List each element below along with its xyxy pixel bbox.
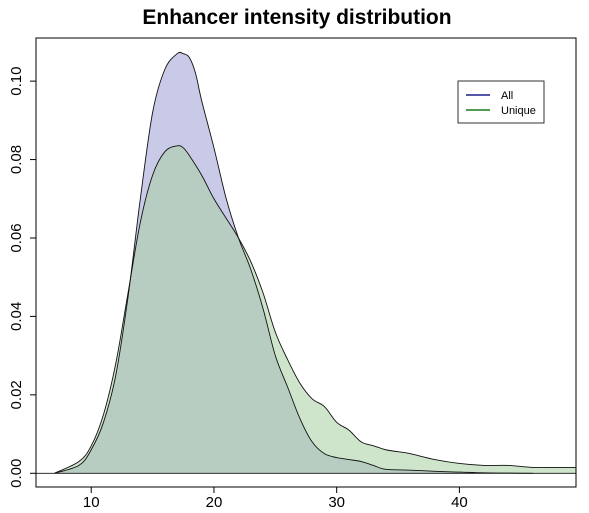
- density-areas: [36, 51, 577, 474]
- y-tick-label: 0.04: [8, 302, 25, 331]
- y-tick-label: 0.00: [8, 459, 25, 488]
- y-tick-label: 0.08: [8, 145, 25, 174]
- legend-box: [457, 80, 545, 124]
- y-tick-label: 0.02: [8, 380, 25, 409]
- legend-label-all: All: [501, 90, 513, 102]
- x-axis: 10 20 30 40: [83, 487, 468, 511]
- legend-label-unique: Unique: [501, 105, 536, 117]
- chart-title: Enhancer intensity distribution: [142, 6, 451, 29]
- x-tick-label: 40: [451, 494, 468, 511]
- series-unique-area: [54, 145, 577, 474]
- y-axis: 0.00 0.02 0.04 0.06 0.08 0.10: [8, 67, 36, 488]
- series-all-line: [54, 51, 534, 474]
- x-tick-label: 10: [83, 494, 100, 511]
- plot-frame: [35, 37, 577, 488]
- legend: All Unique: [457, 80, 545, 124]
- y-tick-label: 0.06: [8, 223, 25, 252]
- x-tick-label: 20: [206, 494, 223, 511]
- series-unique-line: [54, 145, 576, 474]
- y-tick-label: 0.10: [8, 67, 25, 96]
- x-tick-label: 30: [328, 494, 345, 511]
